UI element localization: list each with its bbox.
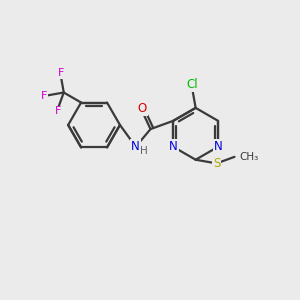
Text: N: N [169,140,178,153]
Text: S: S [213,157,220,170]
Text: F: F [58,68,64,78]
Text: O: O [137,102,147,115]
Text: N: N [131,140,140,153]
Text: H: H [140,146,148,156]
Text: F: F [55,106,61,116]
Text: F: F [41,91,47,100]
Text: N: N [214,140,223,153]
Text: Cl: Cl [186,78,198,91]
Text: CH₃: CH₃ [240,152,259,162]
